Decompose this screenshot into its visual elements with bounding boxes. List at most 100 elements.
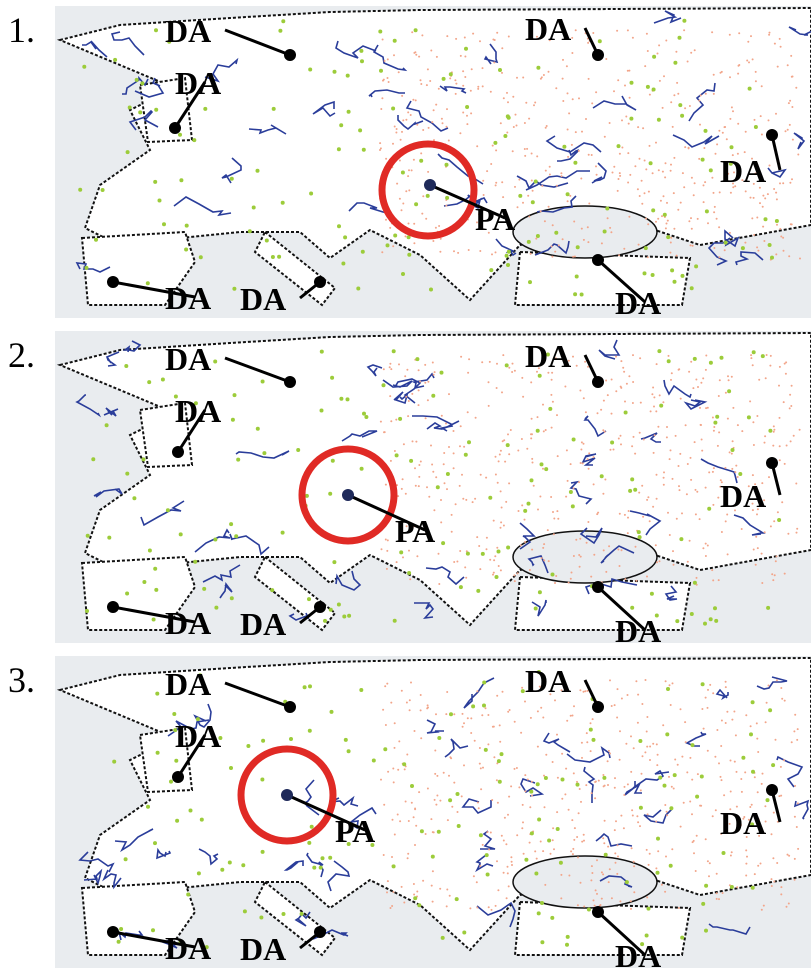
river <box>475 854 494 873</box>
site-dot <box>227 860 232 865</box>
location-dot <box>766 457 778 469</box>
settlement-dot <box>406 857 409 860</box>
site-dot <box>643 246 648 251</box>
river <box>122 75 149 95</box>
settlement-dot <box>579 881 582 884</box>
settlement-dot <box>684 107 687 110</box>
settlement-dot <box>466 114 468 117</box>
settlement-dot <box>616 716 619 719</box>
river <box>426 420 460 430</box>
settlement-dot <box>508 482 511 485</box>
river <box>312 100 336 118</box>
settlement-dot <box>630 735 632 738</box>
settlement-dot <box>773 428 776 431</box>
site-dot <box>545 352 550 357</box>
area-label: DA <box>720 805 766 841</box>
settlement-dot <box>671 682 674 685</box>
site-dot <box>547 838 552 843</box>
settlement-dot <box>463 722 465 725</box>
settlement-dot <box>641 202 644 205</box>
site-dot <box>729 885 734 889</box>
settlement-dot <box>728 33 731 36</box>
settlement-dot <box>495 149 498 152</box>
settlement-dot <box>502 354 505 357</box>
site-dot <box>656 117 661 122</box>
settlement-dot <box>665 39 668 42</box>
settlement-dot <box>542 467 544 470</box>
settlement-dot <box>590 865 593 868</box>
settlement-dot <box>381 251 384 254</box>
area-label: DA <box>240 281 286 317</box>
settlement-dot <box>713 426 716 428</box>
river <box>724 229 740 248</box>
settlement-dot <box>794 784 797 787</box>
settlement-dot <box>675 50 678 53</box>
site-dot <box>528 280 532 285</box>
site-dot <box>771 763 776 768</box>
settlement-dot <box>552 533 555 536</box>
settlement-dot <box>732 406 735 409</box>
settlement-dot <box>641 755 644 758</box>
settlement-dot <box>751 217 754 220</box>
settlement-dot <box>658 79 661 82</box>
settlement-dot <box>449 77 452 80</box>
settlement-dot <box>429 80 432 82</box>
settlement-dot <box>758 378 761 381</box>
settlement-dot <box>646 575 648 578</box>
site-dot <box>413 28 418 33</box>
site-dot <box>520 689 525 694</box>
settlement-dot <box>530 433 532 436</box>
settlement-dot <box>578 788 581 790</box>
area-label: DA <box>175 718 221 754</box>
area-label: DA <box>165 605 211 641</box>
site-dot <box>232 393 237 398</box>
site-dot <box>262 451 267 456</box>
river <box>756 676 788 690</box>
settlement-dot <box>734 734 737 737</box>
river <box>173 196 232 217</box>
settlement-dot <box>766 193 769 196</box>
site-dot <box>765 798 770 803</box>
site-dot <box>655 870 660 875</box>
settlement-dot <box>757 249 760 252</box>
settlement-dot <box>796 527 799 530</box>
settlement-dot <box>553 517 556 520</box>
site-dot <box>247 229 252 234</box>
settlement-dot <box>402 556 404 559</box>
settlement-dot <box>427 170 430 173</box>
area-label: DA <box>240 606 286 642</box>
settlement-dot <box>690 176 693 179</box>
settlement-dot <box>672 563 675 566</box>
settlement-dot <box>609 752 611 755</box>
settlement-dot <box>463 36 466 39</box>
site-dot <box>506 545 511 550</box>
settlement-dot <box>640 179 643 182</box>
settlement-dot <box>671 477 674 480</box>
site-dot <box>307 597 311 602</box>
site-dot <box>174 758 179 763</box>
settlement-dot <box>619 900 622 903</box>
settlement-dot <box>662 724 665 727</box>
settlement-dot <box>756 737 759 740</box>
settlement-dot <box>668 684 671 687</box>
settlement-dot <box>756 246 759 249</box>
settlement-dot <box>634 165 637 168</box>
settlement-dot <box>655 363 658 366</box>
settlement-dot <box>725 138 728 141</box>
settlement-dot <box>546 529 549 532</box>
settlement-dot <box>407 820 410 822</box>
settlement-dot <box>454 79 457 82</box>
settlement-dot <box>702 184 705 187</box>
site-dot <box>260 777 265 782</box>
settlement-dot <box>584 360 587 363</box>
settlement-dot <box>541 184 544 187</box>
site-dot <box>162 222 166 227</box>
settlement-dot <box>528 117 531 120</box>
site-dot <box>165 508 170 513</box>
settlement-dot <box>724 722 727 724</box>
settlement-dot <box>757 818 760 821</box>
site-dot <box>456 824 461 828</box>
settlement-dot <box>772 857 775 860</box>
site-dot <box>151 617 156 622</box>
settlement-dot <box>605 58 608 60</box>
